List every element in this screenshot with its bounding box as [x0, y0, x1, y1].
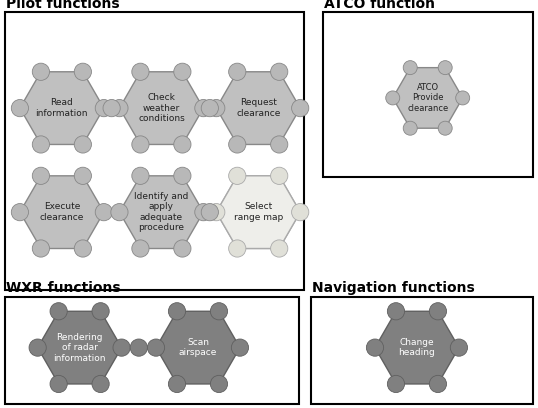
Text: Read
information: Read information — [36, 98, 88, 118]
Ellipse shape — [387, 375, 405, 392]
Ellipse shape — [74, 240, 91, 257]
Polygon shape — [216, 72, 300, 144]
Ellipse shape — [271, 136, 288, 153]
Ellipse shape — [229, 167, 246, 184]
Ellipse shape — [32, 240, 49, 257]
Ellipse shape — [210, 303, 228, 320]
Ellipse shape — [11, 204, 29, 221]
Ellipse shape — [32, 167, 49, 184]
Ellipse shape — [132, 167, 149, 184]
Ellipse shape — [132, 63, 149, 80]
Ellipse shape — [11, 100, 29, 117]
Polygon shape — [38, 311, 122, 384]
Ellipse shape — [50, 303, 67, 320]
Ellipse shape — [429, 303, 447, 320]
Ellipse shape — [450, 339, 468, 356]
Ellipse shape — [387, 303, 405, 320]
Text: Check
weather
conditions: Check weather conditions — [138, 93, 185, 123]
Ellipse shape — [168, 303, 186, 320]
Ellipse shape — [174, 136, 191, 153]
Ellipse shape — [229, 63, 246, 80]
Ellipse shape — [32, 136, 49, 153]
Text: Identify and
apply
adequate
procedure: Identify and apply adequate procedure — [134, 192, 189, 232]
Ellipse shape — [92, 303, 109, 320]
Ellipse shape — [132, 136, 149, 153]
Ellipse shape — [229, 240, 246, 257]
Polygon shape — [393, 68, 463, 128]
Ellipse shape — [132, 240, 149, 257]
Polygon shape — [156, 311, 240, 384]
Bar — [5, 297, 299, 404]
Polygon shape — [119, 72, 203, 144]
Text: Navigation functions: Navigation functions — [312, 282, 475, 295]
Text: WXR functions: WXR functions — [6, 282, 121, 295]
Ellipse shape — [438, 61, 452, 75]
Ellipse shape — [74, 63, 91, 80]
Ellipse shape — [174, 240, 191, 257]
Ellipse shape — [29, 339, 46, 356]
Ellipse shape — [208, 204, 225, 221]
Text: Rendering
of radar
information: Rendering of radar information — [53, 333, 106, 363]
Ellipse shape — [201, 204, 218, 221]
Ellipse shape — [174, 63, 191, 80]
Polygon shape — [119, 176, 203, 248]
Ellipse shape — [231, 339, 249, 356]
Text: Execute
clearance: Execute clearance — [40, 202, 84, 222]
Ellipse shape — [113, 339, 130, 356]
Ellipse shape — [95, 204, 112, 221]
Ellipse shape — [292, 204, 309, 221]
Polygon shape — [20, 176, 104, 248]
Text: ATCO
Provide
clearance: ATCO Provide clearance — [407, 83, 448, 113]
Polygon shape — [375, 311, 459, 384]
Ellipse shape — [111, 204, 128, 221]
Ellipse shape — [456, 91, 470, 105]
Ellipse shape — [292, 100, 309, 117]
Ellipse shape — [130, 339, 147, 356]
Ellipse shape — [195, 204, 212, 221]
Ellipse shape — [438, 121, 452, 135]
Ellipse shape — [271, 63, 288, 80]
Ellipse shape — [271, 167, 288, 184]
Bar — [5, 12, 304, 290]
Ellipse shape — [229, 136, 246, 153]
Bar — [323, 12, 533, 177]
Text: Select
range map: Select range map — [233, 202, 283, 222]
Text: Scan
airspace: Scan airspace — [179, 338, 217, 357]
Ellipse shape — [366, 339, 384, 356]
Ellipse shape — [74, 167, 91, 184]
Ellipse shape — [147, 339, 165, 356]
Ellipse shape — [32, 63, 49, 80]
Ellipse shape — [404, 61, 417, 75]
Ellipse shape — [111, 100, 128, 117]
Polygon shape — [216, 176, 300, 248]
Ellipse shape — [195, 100, 212, 117]
Ellipse shape — [74, 136, 91, 153]
Ellipse shape — [386, 91, 400, 105]
Text: Request
clearance: Request clearance — [236, 98, 280, 118]
Ellipse shape — [210, 375, 228, 392]
Ellipse shape — [429, 375, 447, 392]
Ellipse shape — [271, 240, 288, 257]
Polygon shape — [20, 72, 104, 144]
Text: Change
heading: Change heading — [399, 338, 435, 357]
Bar — [311, 297, 533, 404]
Text: Pilot functions: Pilot functions — [6, 0, 120, 11]
Ellipse shape — [92, 375, 109, 392]
Ellipse shape — [95, 100, 112, 117]
Ellipse shape — [103, 100, 120, 117]
Ellipse shape — [174, 167, 191, 184]
Ellipse shape — [404, 121, 417, 135]
Ellipse shape — [208, 100, 225, 117]
Text: ATCO function: ATCO function — [324, 0, 435, 11]
Polygon shape — [216, 176, 300, 248]
Ellipse shape — [201, 100, 218, 117]
Ellipse shape — [168, 375, 186, 392]
Ellipse shape — [50, 375, 67, 392]
